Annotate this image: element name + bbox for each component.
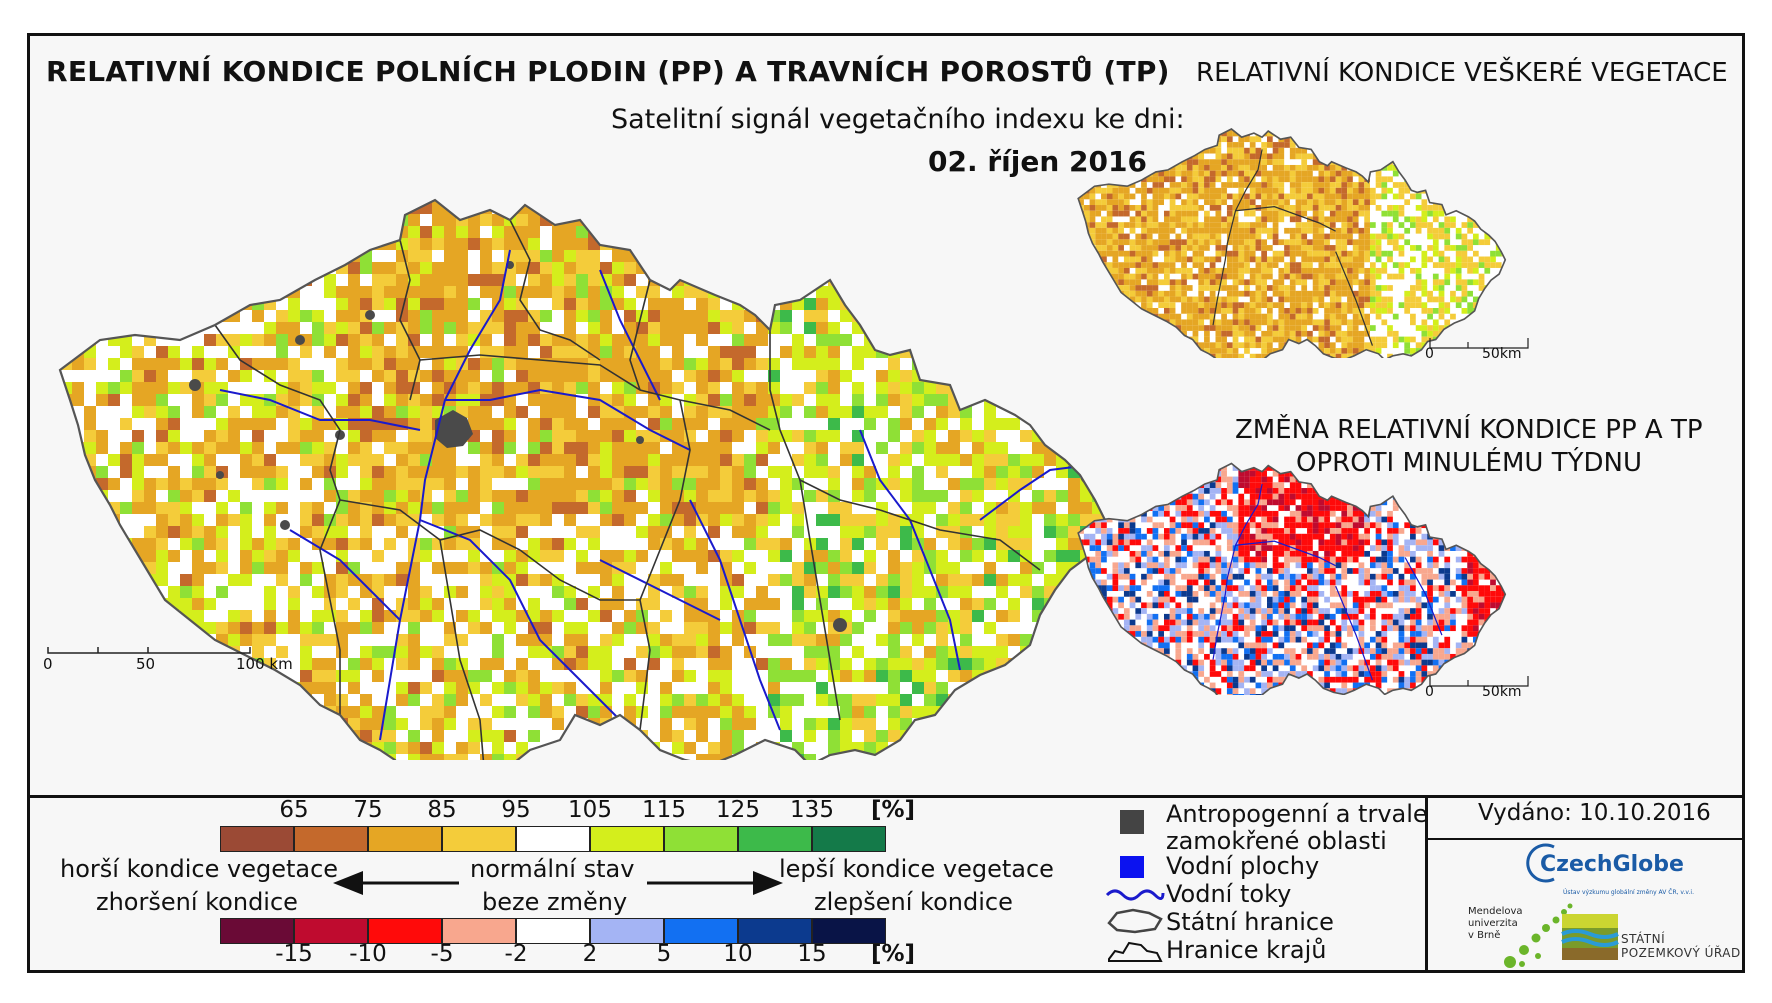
- condRow-swatch-5: [590, 826, 664, 852]
- normal-condition-label: normální stav: [470, 855, 635, 883]
- change-unit: [%]: [871, 941, 916, 967]
- main-scale-bar: [47, 647, 251, 654]
- no-change-label: beze změny: [482, 888, 628, 916]
- change-scale-50: 50km: [1482, 684, 1522, 700]
- map-title: RELATIVNÍ KONDICE POLNÍCH PLODIN (PP) A …: [46, 55, 1170, 88]
- spu-logo-icon: [1561, 914, 1619, 960]
- mendel-university-logo: Mendelova univerzita v Brně: [1468, 906, 1523, 941]
- change-scale-0: 0: [1425, 684, 1434, 700]
- condTicks-tick-6: 125: [716, 797, 760, 823]
- change-scale-bar: [1429, 676, 1529, 687]
- main-region-borders: [214, 219, 1041, 760]
- czechglobe-logo: CzechGlobe: [1540, 852, 1684, 877]
- better-condition-label: lepší kondice vegetace: [779, 855, 1054, 883]
- vegetation-scale-50: 50km: [1482, 346, 1522, 362]
- chgTicks-tick-0: -15: [275, 941, 313, 967]
- condTicks-tick-2: 85: [427, 797, 457, 823]
- state-border-label: Státní hranice: [1166, 908, 1334, 936]
- region-border-label: Hranice krajů: [1166, 936, 1327, 964]
- water-streams-icon: [1105, 889, 1165, 901]
- chgTicks-tick-7: 15: [797, 941, 827, 967]
- issued-divider: [1425, 795, 1428, 973]
- water-bodies-label: Vodní plochy: [1166, 852, 1320, 880]
- anthropogenic-label: Antropogenní a trvale zamokřené oblasti: [1166, 801, 1428, 855]
- anthropogenic-label-line2: zamokřené oblasti: [1166, 827, 1387, 855]
- mendel-dots-icon: [1504, 903, 1573, 968]
- chgTicks-tick-6: 10: [723, 941, 753, 967]
- condRow-swatch-4: [516, 826, 590, 852]
- chgRow-swatch-2: [368, 918, 442, 944]
- region-border-icon: [1108, 941, 1163, 962]
- vegetation-map-title: RELATIVNÍ KONDICE VEŠKERÉ VEGETACE: [1196, 58, 1728, 88]
- worse-change-label: zhoršení kondice: [96, 888, 298, 916]
- condTicks-tick-7: 135: [790, 797, 834, 823]
- condRow-swatch-1: [294, 826, 368, 852]
- chgTicks-tick-1: -10: [349, 941, 387, 967]
- date-label: 02. říjen 2016: [928, 145, 1147, 178]
- condTicks-tick-3: 95: [501, 797, 531, 823]
- anthropogenic-label-line1: Antropogenní a trvale: [1166, 800, 1428, 828]
- main-rivers: [219, 249, 1091, 741]
- chgTicks-tick-2: -5: [430, 941, 454, 967]
- issued-underline: [1425, 838, 1745, 840]
- better-change-label: zlepšení kondice: [814, 888, 1013, 916]
- czechglobe-logo-arc-icon: [1526, 843, 1555, 883]
- chgTicks-tick-4: 2: [582, 941, 598, 967]
- right-arrow-icon: [647, 871, 783, 895]
- worse-condition-label: horší kondice vegetace: [60, 855, 339, 883]
- change-title-line2: OPROTI MINULÉMU TÝDNU: [1296, 448, 1642, 478]
- condition-color-scale: [220, 826, 886, 852]
- anthropogenic-swatch: [1120, 810, 1144, 834]
- chgRow-swatch-7: [738, 918, 812, 944]
- chgRow-swatch-0: [220, 918, 294, 944]
- chgRow-swatch-5: [590, 918, 664, 944]
- change-condition-map: [1077, 462, 1507, 695]
- condRow-swatch-7: [738, 826, 812, 852]
- water-streams-label: Vodní toky: [1166, 880, 1292, 908]
- change-map-title: ZMĚNA RELATIVNÍ KONDICE PP A TP OPROTI M…: [1200, 414, 1760, 480]
- chgRow-swatch-4: [516, 918, 590, 944]
- chgRow-swatch-6: [664, 918, 738, 944]
- vegetation-scale-bar: [1429, 338, 1529, 349]
- subtitle: Satelitní signál vegetačního indexu ke d…: [611, 104, 1185, 135]
- main-scale-label-0: 0: [43, 655, 53, 673]
- condition-unit: [%]: [871, 797, 916, 823]
- chgTicks-tick-5: 5: [656, 941, 672, 967]
- condTicks-tick-4: 105: [568, 797, 612, 823]
- change-color-scale: [220, 918, 886, 944]
- change-title-line1: ZMĚNA RELATIVNÍ KONDICE PP A TP: [1235, 415, 1703, 445]
- main-scale-label-50: 50: [136, 655, 156, 673]
- vegetation-condition-map: [1077, 128, 1507, 358]
- issued-date: Vydáno: 10.10.2016: [1478, 800, 1711, 826]
- vegetation-scale-0: 0: [1425, 346, 1434, 362]
- left-arrow-icon: [333, 871, 459, 895]
- chgRow-swatch-1: [294, 918, 368, 944]
- czechglobe-logo-sub: Ústav výzkumu globální změny AV ČR, v.v.…: [1563, 889, 1694, 896]
- condRow-swatch-3: [442, 826, 516, 852]
- condTicks-tick-1: 75: [353, 797, 383, 823]
- condTicks-tick-0: 65: [279, 797, 309, 823]
- condRow-swatch-0: [220, 826, 294, 852]
- legend-divider: [27, 795, 1745, 798]
- spu-logo-text: STÁTNÍ POZEMKOVÝ ÚŘAD: [1621, 932, 1741, 960]
- condRow-swatch-8: [812, 826, 886, 852]
- condTicks-tick-5: 115: [642, 797, 686, 823]
- change-map-cells: [1078, 463, 1506, 695]
- main-scale-label-100: 100 km: [236, 655, 293, 673]
- condRow-swatch-2: [368, 826, 442, 852]
- chgRow-swatch-3: [442, 918, 516, 944]
- main-condition-map: [47, 198, 1107, 760]
- condRow-swatch-6: [664, 826, 738, 852]
- water-bodies-swatch: [1120, 856, 1144, 878]
- chgRow-swatch-8: [812, 918, 886, 944]
- chgTicks-tick-3: -2: [504, 941, 528, 967]
- state-border-icon: [1107, 908, 1163, 934]
